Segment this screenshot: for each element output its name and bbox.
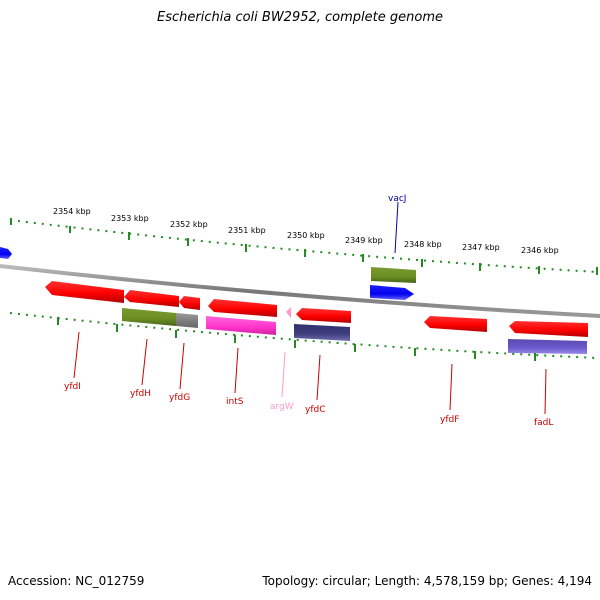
gene-arrow-yfdI[interactable] [45,281,124,303]
genome-info-text: Topology: circular; Length: 4,578,159 bp… [262,574,592,588]
label-connector [394,201,399,254]
gene-arrow-vacJ[interactable] [370,285,414,300]
gene-label-yfdH: yfdH [130,389,151,399]
gene-arrow-yfdF[interactable] [424,316,487,332]
feature-bar[interactable] [122,308,176,326]
label-connector [179,342,185,390]
label-connector [73,331,80,379]
label-connector [281,351,286,398]
gene-label-intS: intS [226,397,244,407]
gene-label-yfdI: yfdI [64,382,81,392]
scale-label: 2353 kbp [111,214,149,223]
label-connector [449,363,453,411]
gene-arrow-yfdC[interactable] [296,308,351,323]
feature-bar[interactable] [176,313,198,328]
genome-title: Escherichia coli BW2952, complete genome [157,10,443,25]
accession-text: Accession: NC_012759 [8,574,145,588]
label-connector [234,347,239,394]
gene-label-vacJ: vacJ [388,194,406,204]
upper-scale-track: 2354 kbp 2353 kbp 2352 kbp 2351 kbp 2350… [9,207,599,275]
scale-label: 2348 kbp [404,240,442,249]
feature-bar[interactable] [508,339,587,354]
gene-label-yfdF: yfdF [440,415,459,425]
label-connector [141,338,148,386]
scale-label: 2347 kbp [462,243,500,252]
feature-bar[interactable] [294,324,350,341]
gene-arrow-yfdH[interactable] [124,290,179,307]
scale-label: 2351 kbp [228,226,266,235]
gene-label-argW: argW [270,402,294,412]
gene-label-yfdC: yfdC [305,405,326,415]
gene-arrow[interactable] [0,247,12,259]
label-connector [316,354,321,401]
label-connector [544,368,547,415]
gene-arrow-intS[interactable] [208,299,277,317]
gene-label-fadL: fadL [534,418,553,428]
gene-arrow-yfdG[interactable] [179,296,200,310]
gene-arrow-fadL[interactable] [509,321,588,337]
lower-scale-track [9,312,599,361]
scale-label: 2354 kbp [53,207,91,216]
gene-arrow-argW[interactable] [286,307,291,318]
feature-bar[interactable] [206,316,276,335]
scale-label: 2349 kbp [345,236,383,245]
genome-backbone [0,264,600,318]
scale-label: 2352 kbp [170,220,208,229]
scale-label: 2350 kbp [287,231,325,240]
scale-label: 2346 kbp [521,246,559,255]
feature-bar[interactable] [371,267,416,283]
gene-label-yfdG: yfdG [169,393,190,403]
